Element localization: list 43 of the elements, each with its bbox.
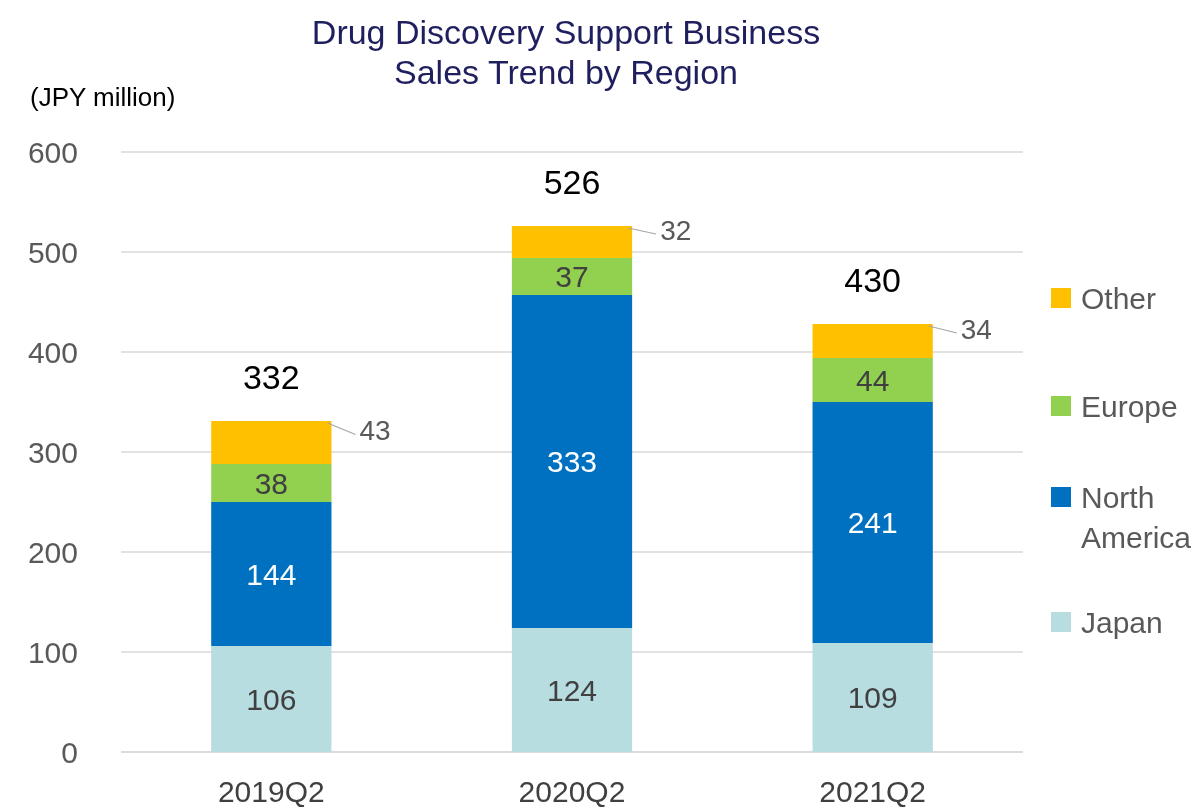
y-tick-label: 200	[27, 535, 78, 569]
total-label: 332	[242, 358, 300, 396]
bar	[511, 295, 633, 628]
data-label: 32	[660, 214, 692, 246]
legend-label: North America	[1081, 480, 1192, 554]
data-label: 241	[847, 506, 898, 539]
legend-label: Japan	[1081, 605, 1163, 639]
y-tick-label: 400	[27, 335, 78, 369]
data-label: 43	[359, 415, 391, 447]
data-label: 38	[254, 466, 289, 500]
y-tick-label: 600	[27, 135, 78, 169]
bar	[211, 421, 332, 464]
y-tick-label: 0	[61, 735, 78, 769]
data-label: 37	[555, 260, 589, 293]
y-tick-label: 500	[27, 235, 78, 269]
total-label: 430	[844, 261, 902, 299]
data-label: 124	[546, 673, 598, 707]
bar	[812, 643, 933, 752]
total-label: 526	[543, 163, 601, 201]
bar	[812, 324, 933, 358]
bar	[511, 628, 633, 752]
bar	[211, 502, 332, 646]
data-label: 34	[960, 313, 992, 345]
x-tick-label: 2021Q2	[819, 775, 927, 808]
bar	[211, 646, 332, 752]
y-tick-label: 100	[27, 635, 78, 669]
bar	[211, 464, 332, 502]
y-tick-label: 300	[27, 435, 78, 469]
legend-label: Europe	[1081, 389, 1178, 423]
data-label: 109	[847, 681, 898, 714]
data-label: 44	[855, 363, 890, 397]
chart-title: Drug Discovery Support Business Sales Trend by Region	[311, 13, 821, 91]
x-tick-label: 2020Q2	[518, 775, 626, 808]
bar	[812, 402, 933, 643]
bar	[511, 258, 633, 295]
data-label: 144	[246, 557, 297, 591]
legend-label: Other	[1081, 281, 1157, 315]
data-label: 333	[546, 445, 598, 478]
bar	[511, 226, 633, 258]
x-tick-label: 2019Q2	[217, 775, 325, 808]
bar	[812, 358, 933, 402]
y-axis-title: (JPY million)	[30, 82, 176, 112]
data-label: 106	[246, 682, 297, 716]
